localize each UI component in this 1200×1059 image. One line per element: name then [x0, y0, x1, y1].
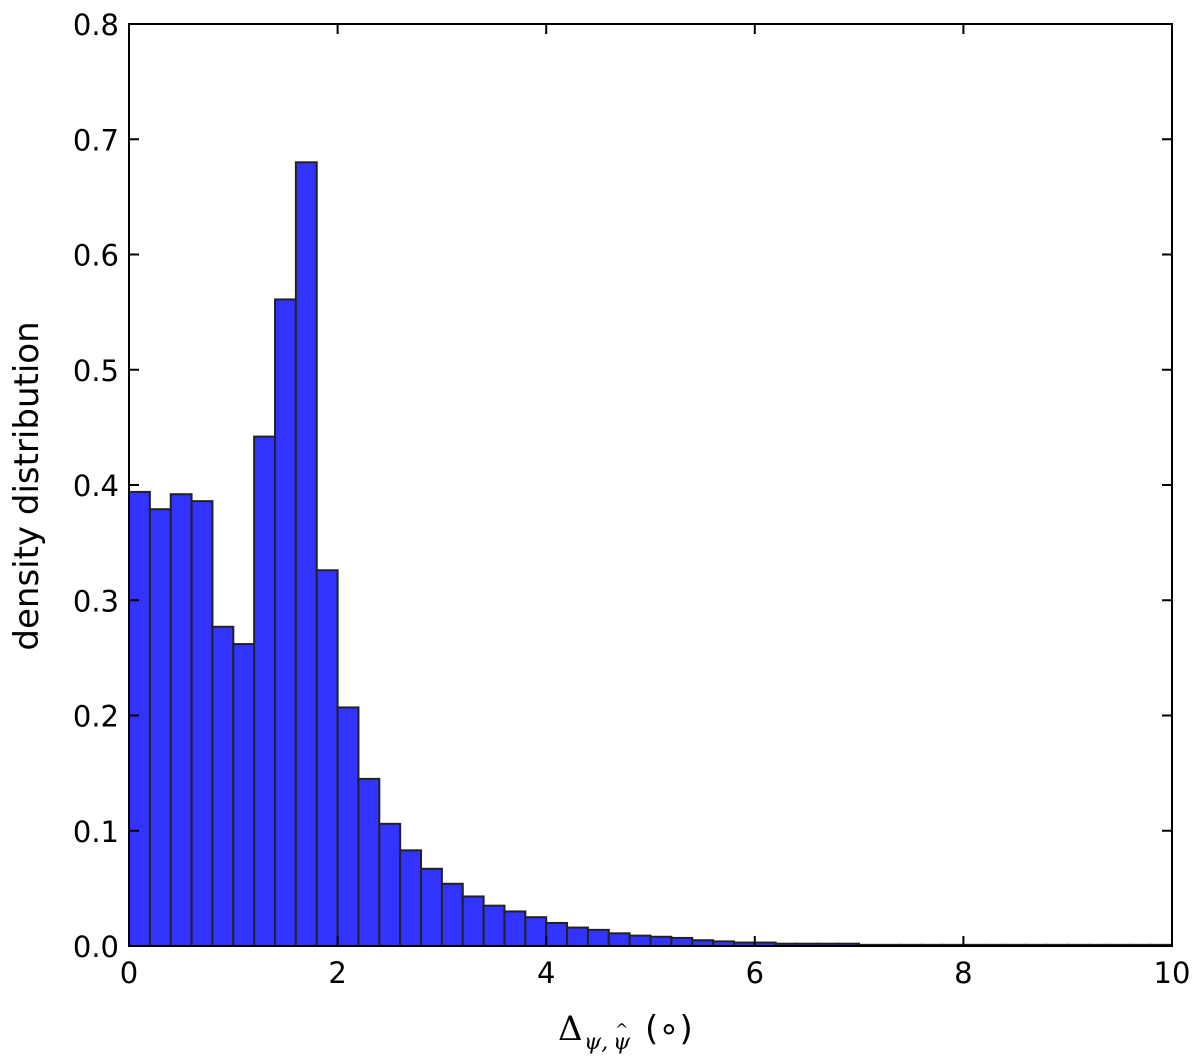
- x-tick-label: 6: [746, 956, 764, 990]
- histogram-bar: [566, 926, 589, 947]
- histogram-bar: [670, 936, 694, 947]
- y-tick-label: 0.5: [73, 354, 119, 388]
- histogram-bar: [253, 435, 277, 947]
- x-tick-label: 2: [328, 956, 346, 990]
- histogram-bar: [545, 921, 569, 948]
- histogram-bar: [440, 882, 464, 948]
- y-tick-labels: 0.0 0.1 0.2 0.3 0.4 0.5 0.6 0.7 0.8: [73, 8, 119, 964]
- x-tick-label: 0: [120, 956, 138, 990]
- x-tick-label: 4: [537, 956, 555, 990]
- x-axis-title-hat: ^: [615, 1020, 628, 1039]
- y-tick-label: 0.6: [73, 239, 119, 273]
- histogram-bar: [274, 298, 297, 947]
- histogram-bar: [169, 493, 193, 947]
- histogram-bar: [357, 777, 381, 948]
- x-axis-title-subscript: ψ,: [584, 1030, 608, 1055]
- histogram-bar: [128, 490, 151, 947]
- y-axis-title: density distribution: [7, 321, 47, 650]
- histogram-bars: [128, 161, 1174, 948]
- x-axis-title-unit: (∘): [645, 1009, 693, 1049]
- x-axis-title-subscript-hat-psi: ψ: [613, 1030, 631, 1055]
- y-tick-label: 0.3: [73, 584, 119, 618]
- histogram-bar: [148, 508, 172, 947]
- histogram-bar: [190, 500, 214, 947]
- histogram-bar: [315, 569, 339, 947]
- y-tick-label: 0.8: [73, 8, 119, 42]
- histogram-bar: [524, 916, 548, 947]
- histogram-bar: [211, 625, 235, 947]
- y-tick-label: 0.1: [73, 815, 119, 849]
- histogram-bar: [482, 904, 506, 947]
- x-tick-label: 8: [954, 956, 972, 990]
- x-tick-labels: 0 2 4 6 8 10: [120, 956, 1191, 990]
- x-tick-label: 10: [1154, 956, 1191, 990]
- histogram-bar: [420, 867, 443, 947]
- histogram-bar: [378, 822, 402, 948]
- y-tick-label: 0.2: [73, 700, 119, 734]
- histogram-bar: [232, 643, 256, 947]
- y-tick-label: 0.4: [73, 469, 119, 503]
- histogram-bar: [461, 895, 485, 948]
- histogram-bar: [294, 161, 318, 948]
- histogram-bar: [399, 849, 423, 948]
- histogram-bar: [649, 935, 673, 948]
- y-tick-label: 0.0: [73, 930, 119, 964]
- histogram-bar: [607, 932, 631, 948]
- y-tick-label: 0.7: [73, 123, 119, 157]
- x-axis-title: Δ ψ, ψ ^ (∘): [558, 1009, 693, 1055]
- histogram-bar: [503, 910, 527, 947]
- x-axis-title-delta: Δ: [558, 1009, 583, 1049]
- plot-frame: [128, 23, 1173, 947]
- histogram-bar: [628, 934, 652, 948]
- histogram-bar: [586, 928, 610, 947]
- histogram-bar: [336, 706, 360, 947]
